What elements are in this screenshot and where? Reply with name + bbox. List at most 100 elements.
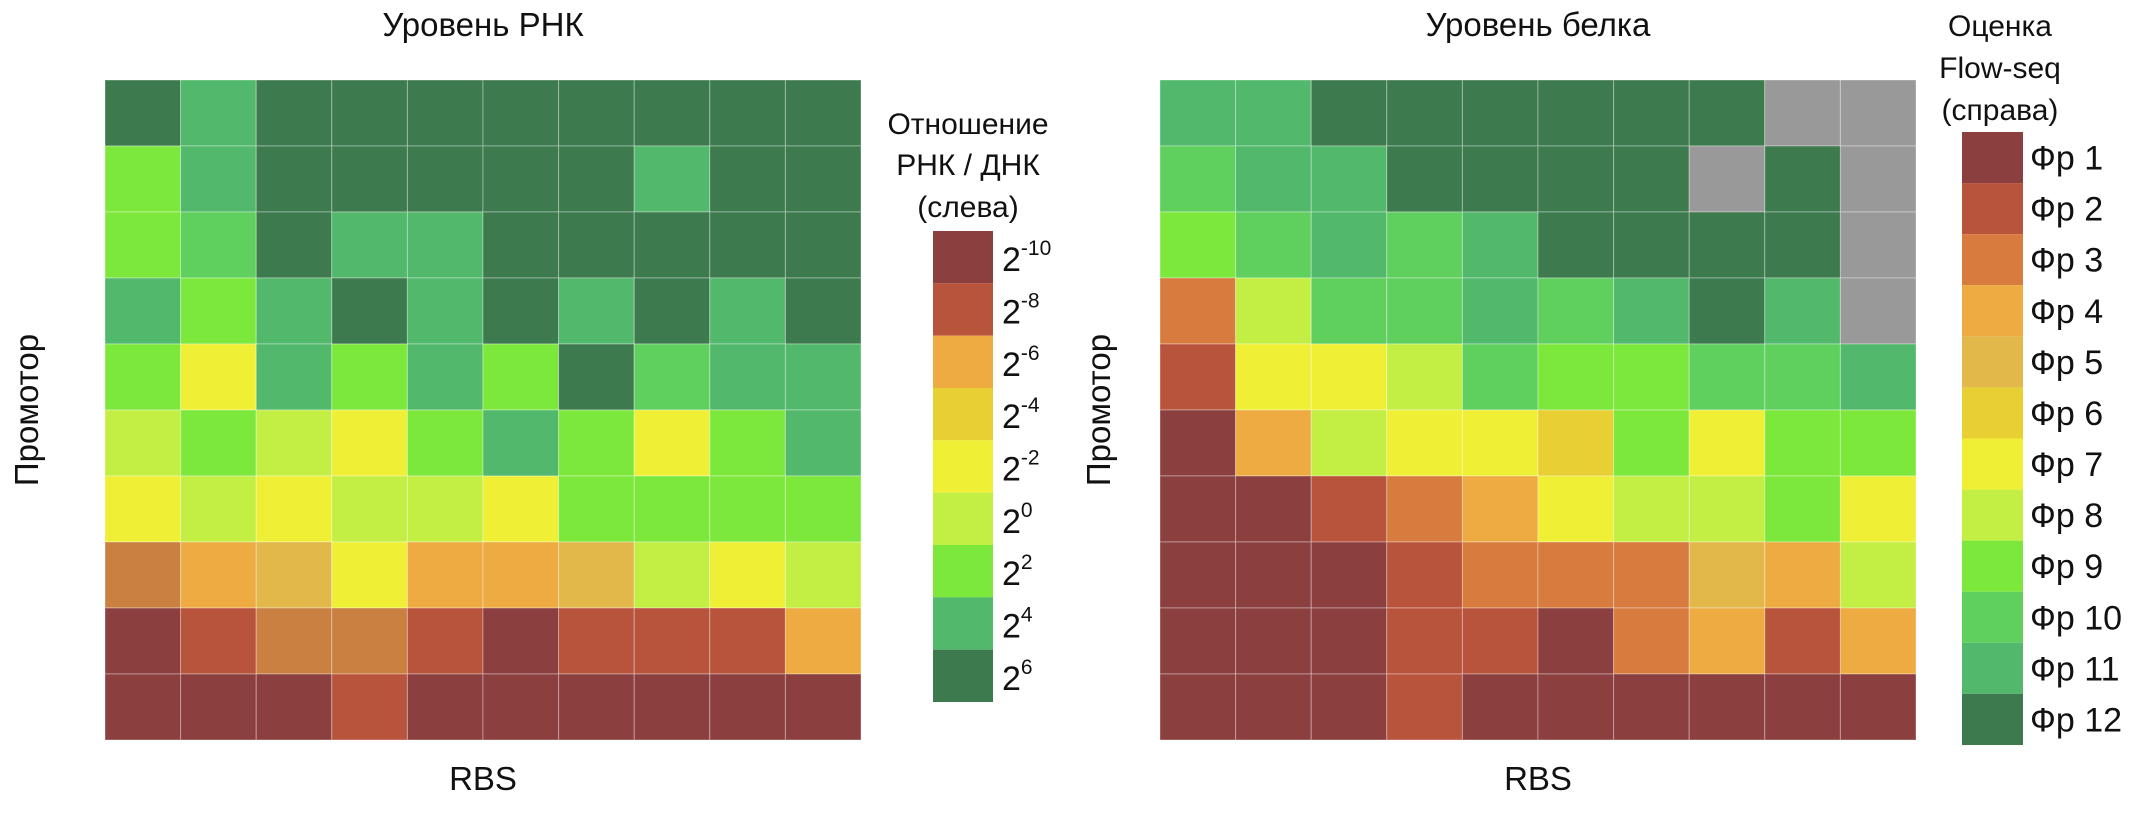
rna-colorbar-bin xyxy=(933,440,993,493)
protein-cell-r7-c8 xyxy=(1688,475,1766,543)
protein-cell-r9-c5 xyxy=(1461,607,1539,675)
protein-cell-r1-c1 xyxy=(1159,79,1237,147)
rna-cell-r4-c3 xyxy=(255,277,333,345)
protein-cell-r1-c5 xyxy=(1461,79,1539,147)
rna-colorbar-tick-label: 24 xyxy=(1002,604,1033,646)
protein-colorbar-bin xyxy=(1962,438,2023,490)
rna-cell-r10-c3 xyxy=(255,673,333,741)
protein-cell-r6-c10 xyxy=(1839,409,1917,477)
protein-colorbar-label: Фр 4 xyxy=(2030,293,2103,331)
protein-cell-r3-c6 xyxy=(1537,211,1615,279)
protein-colorbar-bin xyxy=(1962,132,2023,184)
protein-colorbar-bin xyxy=(1962,183,2023,235)
protein-cell-r5-c10 xyxy=(1839,343,1917,411)
rna-cell-r5-c2 xyxy=(180,343,257,411)
rna-colorbar-bin xyxy=(933,545,993,598)
rna-cell-r5-c4 xyxy=(331,343,408,411)
rna-cell-r2-c7 xyxy=(558,145,635,213)
rna-cell-r4-c4 xyxy=(331,277,408,345)
protein-cell-r1-c3 xyxy=(1310,79,1388,147)
rna-cell-r7-c4 xyxy=(331,475,408,543)
rna-cell-r3-c10 xyxy=(784,211,862,279)
rna-chart: Уровень РНК RBS Промотор Отношение РНК /… xyxy=(8,6,1051,797)
rna-colorbar-tick-label: 2-6 xyxy=(1002,342,1040,384)
protein-cell-r2-c2 xyxy=(1235,145,1312,213)
protein-cell-r6-c8 xyxy=(1688,409,1766,477)
protein-colorbar-bin xyxy=(1962,336,2023,388)
rna-colorbar-tick-label: 2-2 xyxy=(1002,447,1040,489)
rna-cell-r1-c10 xyxy=(784,79,862,147)
rna-cell-r7-c10 xyxy=(784,475,862,543)
protein-cell-r8-c6 xyxy=(1537,541,1615,609)
rna-heatmap xyxy=(104,79,862,741)
protein-cell-r9-c4 xyxy=(1386,607,1463,675)
rna-cell-r4-c5 xyxy=(406,277,484,345)
rna-colorbar-bin xyxy=(933,283,993,336)
rna-cell-r2-c3 xyxy=(255,145,333,213)
protein-cell-r8-c3 xyxy=(1310,541,1388,609)
rna-cell-r2-c10 xyxy=(784,145,862,213)
rna-cell-r4-c7 xyxy=(558,277,635,345)
tick-exponent: -10 xyxy=(1021,237,1051,260)
rna-cell-r8-c4 xyxy=(331,541,408,609)
rna-cell-r3-c5 xyxy=(406,211,484,279)
rna-cell-r7-c7 xyxy=(558,475,635,543)
rna-legend-title-line-3: (слева) xyxy=(917,191,1018,224)
protein-cell-r1-c10 xyxy=(1839,79,1917,147)
protein-cell-r3-c10 xyxy=(1839,211,1917,279)
rna-cell-r2-c6 xyxy=(482,145,560,213)
protein-cell-r6-c4 xyxy=(1386,409,1463,477)
protein-cell-r6-c7 xyxy=(1613,409,1690,477)
rna-cell-r6-c2 xyxy=(180,409,257,477)
protein-cell-r10-c5 xyxy=(1461,673,1539,741)
rna-cell-r2-c9 xyxy=(709,145,786,213)
rna-cell-r1-c1 xyxy=(104,79,182,147)
rna-cell-r3-c9 xyxy=(709,211,786,279)
rna-cell-r9-c7 xyxy=(558,607,635,675)
rna-cell-r9-c4 xyxy=(331,607,408,675)
protein-cell-r4-c2 xyxy=(1235,277,1312,345)
rna-cell-r1-c3 xyxy=(255,79,333,147)
rna-cell-r7-c1 xyxy=(104,475,182,543)
protein-cell-r1-c6 xyxy=(1537,79,1615,147)
protein-cell-r3-c7 xyxy=(1613,211,1690,279)
protein-cell-r8-c4 xyxy=(1386,541,1463,609)
protein-colorbar-bin xyxy=(1962,285,2023,337)
protein-colorbar-label: Фр 1 xyxy=(2030,140,2103,178)
rna-cell-r7-c9 xyxy=(709,475,786,543)
tick-base: 2 xyxy=(1002,451,1021,489)
rna-cell-r1-c7 xyxy=(558,79,635,147)
rna-cell-r1-c2 xyxy=(180,79,257,147)
rna-cell-r4-c2 xyxy=(180,277,257,345)
protein-cell-r4-c9 xyxy=(1764,277,1841,345)
protein-cell-r9-c10 xyxy=(1839,607,1917,675)
rna-cell-r2-c1 xyxy=(104,145,182,213)
rna-cell-r5-c1 xyxy=(104,343,182,411)
protein-colorbar-label: Фр 2 xyxy=(2030,191,2103,229)
protein-chart: Уровень белка RBS Промотор Оценка Flow-s… xyxy=(1080,6,2122,797)
rna-cell-r9-c8 xyxy=(633,607,711,675)
tick-base: 2 xyxy=(1002,608,1021,646)
protein-cell-r7-c9 xyxy=(1764,475,1841,543)
protein-cell-r9-c1 xyxy=(1159,607,1237,675)
protein-cell-r10-c8 xyxy=(1688,673,1766,741)
rna-cell-r3-c1 xyxy=(104,211,182,279)
rna-cell-r5-c10 xyxy=(784,343,862,411)
rna-cell-r2-c5 xyxy=(406,145,484,213)
protein-cell-r7-c6 xyxy=(1537,475,1615,543)
protein-colorbar-bin xyxy=(1962,489,2023,541)
protein-cell-r6-c9 xyxy=(1764,409,1841,477)
rna-cell-r9-c10 xyxy=(784,607,862,675)
rna-cell-r2-c2 xyxy=(180,145,257,213)
rna-cell-r4-c9 xyxy=(709,277,786,345)
protein-cell-r5-c7 xyxy=(1613,343,1690,411)
rna-colorbar-bin xyxy=(933,597,993,650)
protein-cell-r5-c9 xyxy=(1764,343,1841,411)
protein-cell-r3-c5 xyxy=(1461,211,1539,279)
rna-chart-title: Уровень РНК xyxy=(382,6,584,43)
protein-cell-r9-c9 xyxy=(1764,607,1841,675)
rna-cell-r3-c7 xyxy=(558,211,635,279)
protein-cell-r8-c9 xyxy=(1764,541,1841,609)
protein-legend-title-line-3: (справа) xyxy=(1942,94,2059,127)
protein-cell-r7-c4 xyxy=(1386,475,1463,543)
